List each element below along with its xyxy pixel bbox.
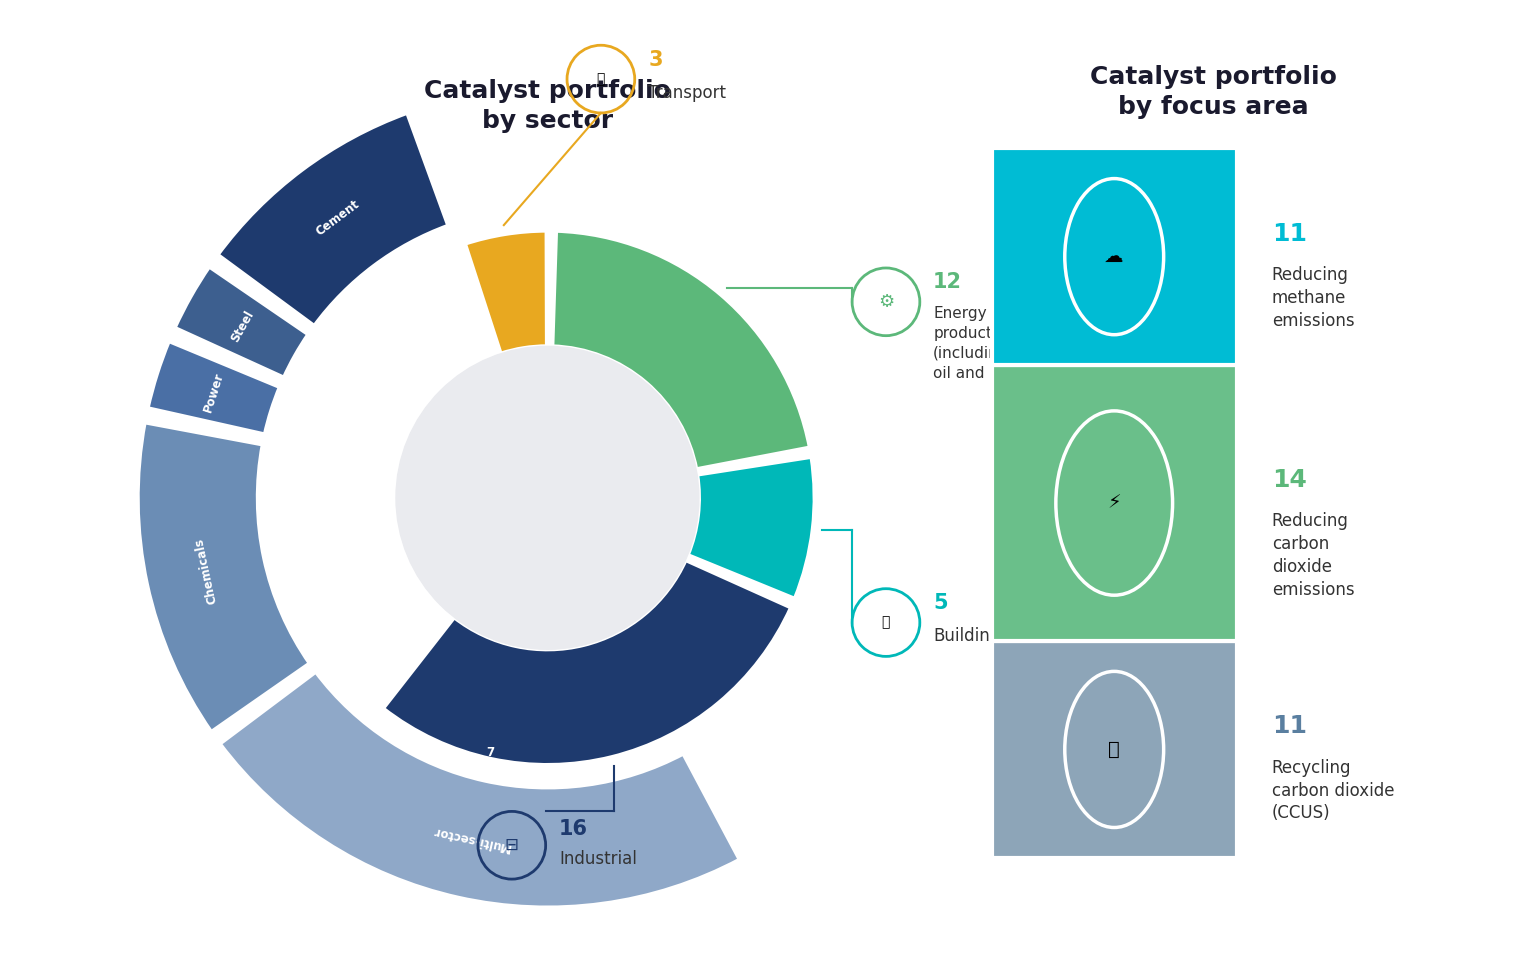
Text: 🏢: 🏢 <box>882 615 891 630</box>
Wedge shape <box>465 230 547 354</box>
Text: Cement: Cement <box>313 198 362 238</box>
Wedge shape <box>218 112 449 326</box>
Text: Catalyst portfolio
by sector: Catalyst portfolio by sector <box>424 79 671 132</box>
Text: 3: 3 <box>387 282 395 296</box>
Text: 14: 14 <box>1272 468 1307 492</box>
Wedge shape <box>175 267 309 377</box>
Text: Industrial: Industrial <box>559 850 637 868</box>
Wedge shape <box>688 457 814 599</box>
Text: Reducing
methane
emissions: Reducing methane emissions <box>1272 266 1355 329</box>
Bar <box>992 365 1236 641</box>
Wedge shape <box>382 560 791 765</box>
Text: 1: 1 <box>295 413 303 425</box>
Text: Chemicals: Chemicals <box>192 537 220 606</box>
Text: ⚡: ⚡ <box>1107 493 1121 513</box>
Text: 11: 11 <box>1272 714 1307 738</box>
Wedge shape <box>138 422 310 732</box>
Wedge shape <box>553 230 809 469</box>
Text: Energy
production
(including
oil and gas): Energy production (including oil and gas… <box>934 306 1023 381</box>
Text: Transport: Transport <box>648 84 727 102</box>
Text: Catalyst portfolio
by focus area: Catalyst portfolio by focus area <box>1091 65 1336 119</box>
Wedge shape <box>465 230 547 354</box>
Circle shape <box>258 208 837 787</box>
Text: ⊟: ⊟ <box>505 836 519 854</box>
Wedge shape <box>220 672 740 907</box>
Wedge shape <box>553 230 809 469</box>
Text: Recycling
carbon dioxide
(CCUS): Recycling carbon dioxide (CCUS) <box>1272 758 1395 823</box>
Text: 12: 12 <box>934 273 962 292</box>
Bar <box>992 641 1236 858</box>
Text: ☁: ☁ <box>1104 247 1124 266</box>
Text: 🔒: 🔒 <box>1109 740 1120 759</box>
Text: Buildings: Buildings <box>934 627 1009 645</box>
Text: Reducing
carbon
dioxide
emissions: Reducing carbon dioxide emissions <box>1272 513 1355 599</box>
Text: 3: 3 <box>648 50 662 69</box>
Circle shape <box>396 347 699 649</box>
Text: 11: 11 <box>1272 222 1307 246</box>
Text: 16: 16 <box>559 819 588 839</box>
Text: Power: Power <box>201 371 226 414</box>
Bar <box>992 148 1236 365</box>
Text: 5: 5 <box>934 593 948 612</box>
Text: 🚛: 🚛 <box>596 72 605 86</box>
Text: 7: 7 <box>487 746 495 759</box>
Wedge shape <box>147 341 280 435</box>
Text: Steel: Steel <box>229 308 257 344</box>
Wedge shape <box>382 560 791 765</box>
Text: 1: 1 <box>316 363 324 376</box>
Wedge shape <box>688 457 814 599</box>
Text: ⚙: ⚙ <box>879 293 894 311</box>
Text: Multi-sector: Multi-sector <box>432 824 511 854</box>
Text: 4: 4 <box>289 546 296 559</box>
